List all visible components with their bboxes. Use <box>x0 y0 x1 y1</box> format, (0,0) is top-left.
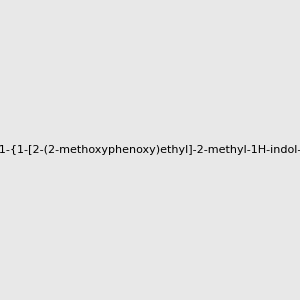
Text: 2,2,2-trifluoro-1-{1-[2-(2-methoxyphenoxy)ethyl]-2-methyl-1H-indol-3-yl}ethanone: 2,2,2-trifluoro-1-{1-[2-(2-methoxyphenox… <box>0 145 300 155</box>
